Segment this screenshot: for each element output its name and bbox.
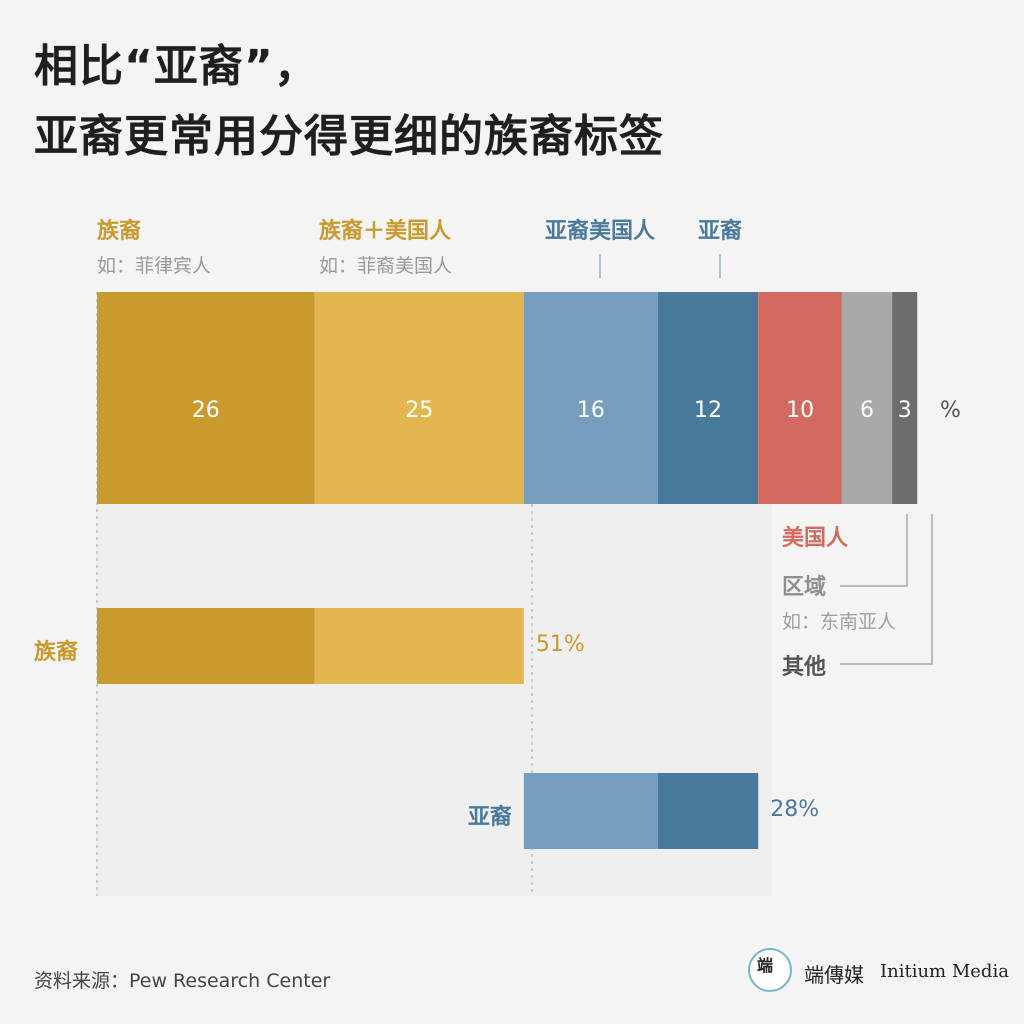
- label-region-example: 如：东南亚人: [782, 611, 896, 633]
- stack-segment-4: [758, 292, 842, 504]
- stack-segment-0: [97, 292, 315, 504]
- label-other: 其他: [782, 655, 826, 680]
- chart-title-line-2: 亚裔更常用分得更细的族裔标签: [34, 111, 664, 162]
- stack-segment-6: [892, 292, 918, 504]
- stack-value-label-1: 25: [405, 398, 433, 423]
- group-0-total-label: 51%: [536, 632, 585, 657]
- group-0-category-label: 族裔: [34, 639, 78, 665]
- stack-segment-3: [657, 292, 759, 504]
- group-1-bar-1: [657, 773, 759, 849]
- group-0-bar-1: [314, 608, 524, 684]
- label-asian: 亚裔: [698, 218, 742, 244]
- stack-value-label-0: 26: [192, 398, 220, 423]
- stack-value-label-5: 6: [860, 398, 874, 423]
- stack-segment-1: [314, 292, 524, 504]
- logo-circle-icon: 端: [748, 948, 792, 992]
- stack-value-label-3: 12: [694, 398, 722, 423]
- label-asian-american: 亚裔美国人: [545, 218, 655, 244]
- brand-name-en: Initium Media: [880, 961, 1009, 982]
- label-ethnic-example: 如：菲律宾人: [97, 255, 211, 277]
- label-ethnic: 族裔: [97, 218, 141, 244]
- group-0-bar-0: [97, 608, 315, 684]
- group-1-total-label: 28%: [770, 797, 819, 822]
- label-region: 区域: [782, 574, 826, 600]
- group-1-category-label: 亚裔: [468, 804, 512, 830]
- brand-name-cn: 端傳媒: [804, 963, 864, 987]
- stack-value-label-6: 3: [898, 398, 912, 423]
- source-note: 资料来源：Pew Research Center: [34, 970, 331, 992]
- stack-segment-5: [841, 292, 893, 504]
- label-american: 美国人: [782, 525, 848, 551]
- logo-glyph: 端: [757, 956, 774, 975]
- label-ethnic-american: 族裔＋美国人: [319, 218, 451, 244]
- stack-value-label-2: 16: [577, 398, 605, 423]
- label-ethnic-american-example: 如：菲裔美国人: [319, 255, 452, 277]
- stack-value-label-4: 10: [786, 398, 814, 423]
- stacked-bar: 26 25 16 12 10 6 3: [97, 292, 918, 504]
- group-1-bar-0: [523, 773, 658, 849]
- connector-other: [840, 514, 933, 665]
- connector-region: [840, 514, 908, 587]
- stack-segment-2: [523, 292, 658, 504]
- chart-title-line-1: 相比“亚裔”，: [34, 41, 319, 92]
- group-bars: 51% 族裔 28% 亚裔: [34, 608, 819, 849]
- unit-label: %: [940, 398, 961, 423]
